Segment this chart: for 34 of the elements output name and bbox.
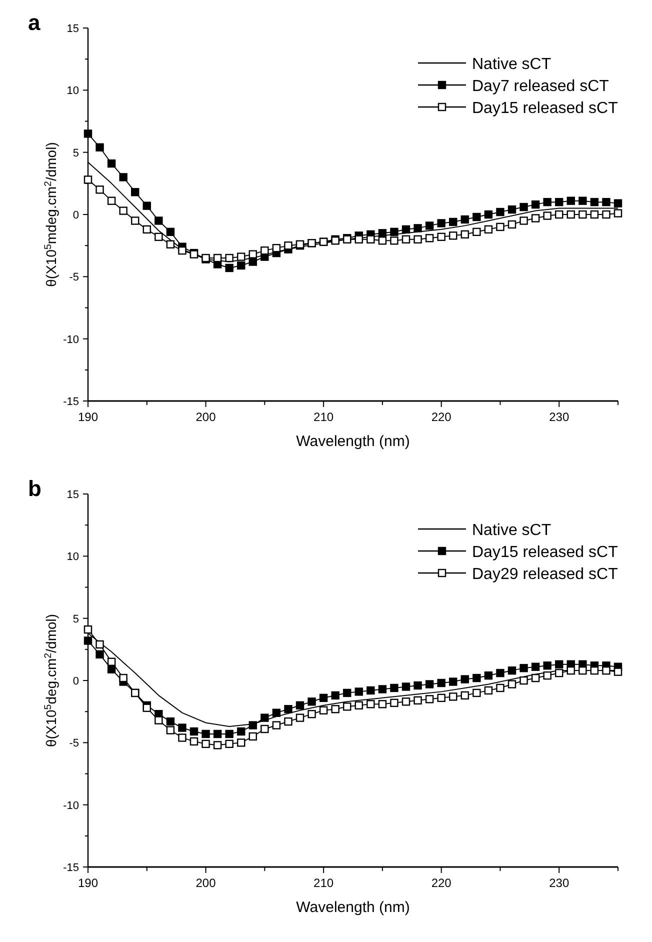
x-axis-title: Wavelength (nm)	[296, 899, 410, 916]
y-tick-label: 10	[66, 551, 79, 564]
x-tick-label: 200	[196, 876, 216, 890]
x-tick-label: 230	[549, 410, 570, 424]
legend-label: Native sCT	[472, 522, 552, 539]
y-tick-label: 10	[66, 85, 79, 98]
legend-label: Day15 released sCT	[472, 544, 618, 561]
x-axis-title: Wavelength (nm)	[296, 433, 410, 450]
y-tick-label: 15	[66, 489, 79, 501]
legend-label: Day7 released sCT	[472, 78, 610, 95]
x-tick-label: 210	[314, 410, 334, 424]
legend-label: Day15 released sCT	[472, 100, 618, 117]
y-tick-label: 5	[72, 613, 79, 626]
legend-label: Native sCT	[472, 56, 552, 73]
y-tick-label: -5	[69, 272, 79, 284]
x-tick-label: 190	[78, 410, 98, 424]
x-tick-label: 210	[314, 876, 334, 890]
y-tick-label: -15	[63, 396, 79, 408]
x-tick-label: 200	[196, 410, 216, 424]
x-tick-label: 220	[431, 410, 452, 424]
y-tick-label: 15	[66, 23, 79, 35]
x-tick-label: 190	[78, 876, 98, 890]
x-tick-label: 220	[431, 876, 452, 890]
legend-label: Day29 released sCT	[472, 566, 618, 583]
chart-title: a	[28, 10, 41, 35]
y-tick-label: 5	[72, 147, 79, 160]
y-tick-label: 0	[72, 676, 79, 688]
y-tick-label: -5	[69, 738, 79, 750]
y-tick-label: -10	[63, 334, 79, 346]
y-tick-label: -15	[63, 862, 79, 874]
chart-title: b	[28, 476, 42, 501]
y-tick-label: 0	[72, 210, 79, 222]
x-tick-label: 230	[549, 876, 570, 890]
y-tick-label: -10	[63, 800, 79, 812]
